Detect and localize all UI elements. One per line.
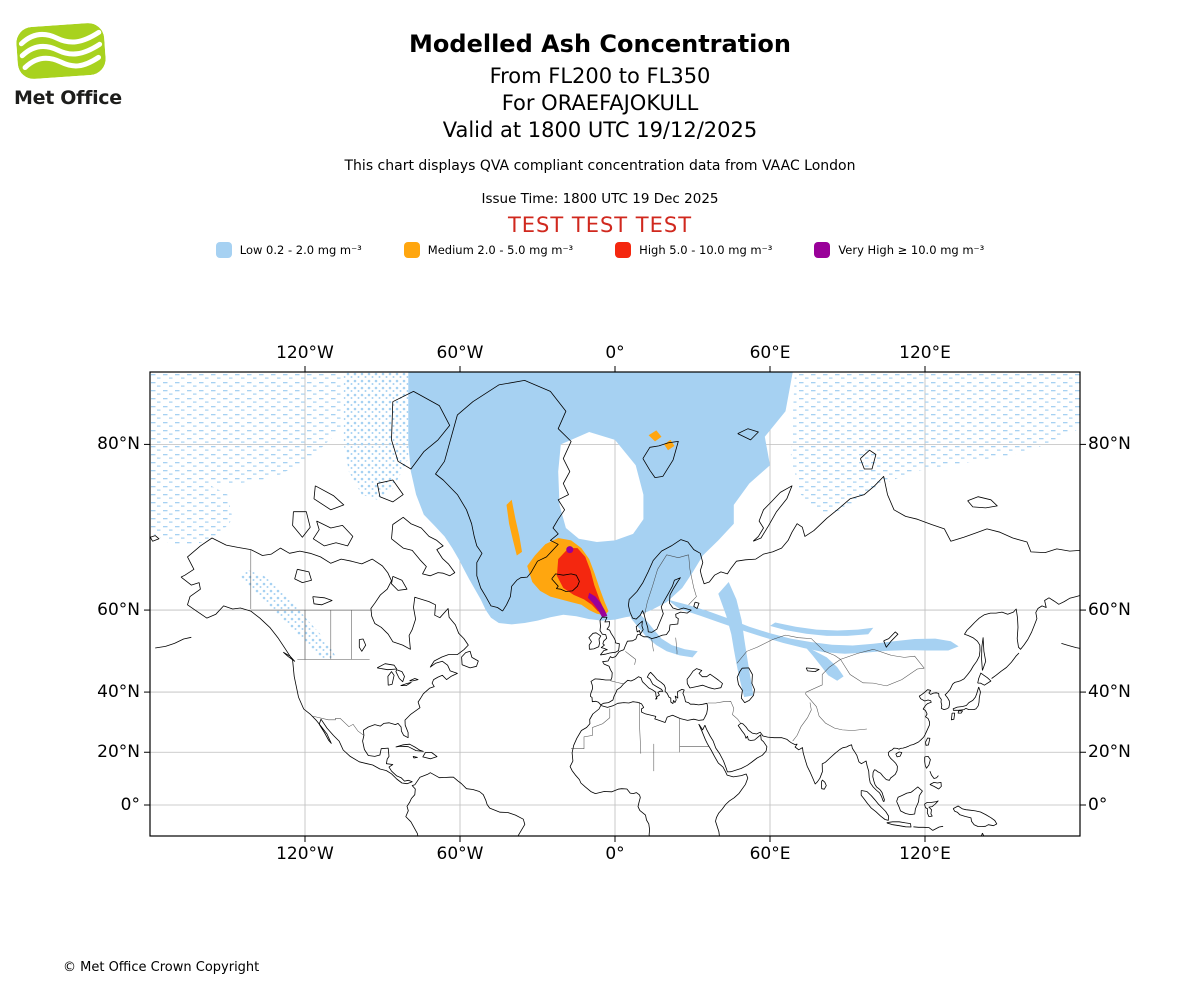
- lon-label-top: 120°E: [899, 343, 951, 363]
- lon-label-top: 60°W: [436, 343, 484, 363]
- legend-label: Medium 2.0 - 5.0 mg m⁻³: [427, 243, 574, 257]
- lat-label-right: 40°N: [1088, 682, 1131, 703]
- legend-item-3: Very High ≥ 10.0 mg m⁻³: [814, 242, 984, 258]
- legend-item-2: High 5.0 - 10.0 mg m⁻³: [615, 242, 772, 258]
- lat-label-right: 60°N: [1088, 600, 1131, 621]
- legend-label: Low 0.2 - 2.0 mg m⁻³: [239, 243, 362, 257]
- lon-label-bottom: 60°E: [749, 844, 791, 864]
- lat-label-left: 0°: [120, 795, 140, 815]
- legend-swatch: [215, 242, 232, 258]
- lat-label-right: 80°N: [1088, 434, 1131, 455]
- lon-label-bottom: 120°E: [899, 844, 951, 864]
- test-banner: TEST TEST TEST: [507, 213, 693, 237]
- lon-label-top: 60°E: [749, 343, 791, 363]
- met-office-logo-text: Met Office: [14, 87, 122, 109]
- legend-swatch: [403, 242, 420, 258]
- lat-label-right: 20°N: [1088, 742, 1131, 763]
- lon-label-top: 120°W: [276, 343, 334, 363]
- lat-label-left: 80°N: [97, 434, 140, 455]
- qva-note: This chart displays QVA compliant concen…: [344, 158, 856, 174]
- map-content: [150, 372, 1080, 836]
- issue-time: Issue Time: 1800 UTC 19 Dec 2025: [481, 191, 719, 207]
- ash-concentration-map: [144, 366, 1086, 842]
- legend-label: Very High ≥ 10.0 mg m⁻³: [838, 243, 985, 257]
- legend-label: High 5.0 - 10.0 mg m⁻³: [639, 243, 773, 257]
- flight-level-range: From FL200 to FL350: [489, 64, 711, 88]
- ash-very-high: [566, 546, 608, 618]
- chart-title: Modelled Ash Concentration: [409, 30, 791, 58]
- lon-label-top: 0°: [605, 343, 625, 363]
- lat-label-right: 0°: [1088, 795, 1108, 815]
- ash-layers: [150, 372, 1080, 698]
- lat-label-left: 20°N: [97, 742, 140, 763]
- legend-item-1: Medium 2.0 - 5.0 mg m⁻³: [403, 242, 574, 258]
- legend-swatch: [615, 242, 632, 258]
- country-borders: [250, 549, 925, 772]
- met-office-logo: Met Office: [14, 20, 134, 109]
- volcano-name: For ORAEFAJOKULL: [501, 91, 699, 115]
- lon-label-bottom: 120°W: [276, 844, 334, 864]
- lat-label-left: 40°N: [97, 682, 140, 703]
- lon-label-bottom: 0°: [605, 844, 625, 864]
- legend: Low 0.2 - 2.0 mg m⁻³ Medium 2.0 - 5.0 mg …: [0, 242, 1200, 258]
- lon-label-bottom: 60°W: [436, 844, 484, 864]
- legend-swatch: [814, 242, 831, 258]
- axis-ticks: [144, 366, 1086, 842]
- copyright: © Met Office Crown Copyright: [63, 960, 260, 975]
- ash-low-speckle-sparse: [150, 372, 1080, 545]
- map-area: [144, 366, 1086, 842]
- legend-item-0: Low 0.2 - 2.0 mg m⁻³: [215, 242, 362, 258]
- lat-label-left: 60°N: [97, 600, 140, 621]
- ash-low-solid: [408, 372, 959, 698]
- valid-time: Valid at 1800 UTC 19/12/2025: [442, 118, 758, 142]
- ash-low-speckle-dense: [240, 372, 409, 660]
- met-office-logo-mark: [16, 23, 106, 79]
- coastlines: [150, 380, 1080, 836]
